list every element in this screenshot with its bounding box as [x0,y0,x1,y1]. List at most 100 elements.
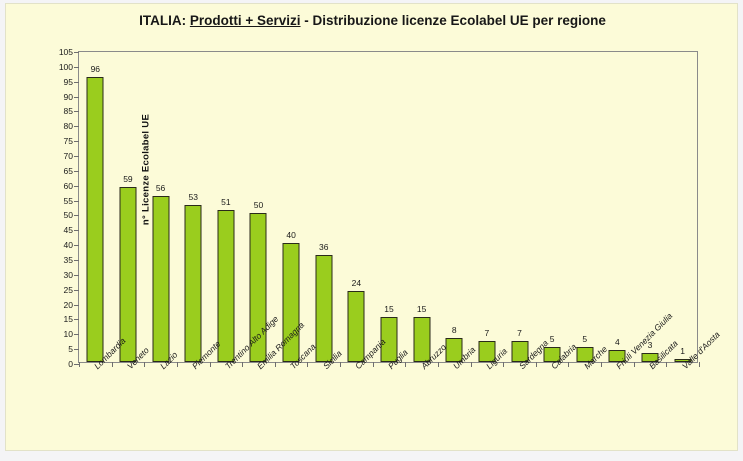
y-axis-tick-mark [74,126,79,128]
y-axis-tick-mark [74,200,79,202]
bar-group: 15 [405,52,438,367]
x-axis-tick-mark [340,362,342,367]
bar[interactable] [674,359,692,362]
bar[interactable] [543,347,561,362]
y-axis-tick-mark [74,170,79,172]
bar-value-label: 36 [318,242,329,253]
bar-value-label: 15 [384,304,394,315]
bar[interactable] [152,195,170,362]
bar[interactable] [478,341,496,362]
bar-group: 24 [340,52,373,367]
bar[interactable] [119,186,137,362]
y-axis-tick-mark [74,52,79,53]
chart-panel: ITALIA: Prodotti + Servizi - Distribuzio… [5,3,738,451]
bar-value-label: 4 [615,337,620,348]
x-axis-labels: Lombardia Veneto Lazio Piemonte Trentino Alt… [78,311,721,454]
y-axis-tick-mark [74,349,79,351]
bar[interactable] [184,204,202,362]
x-axis-tick-mark [79,362,80,367]
bar-value-label: 24 [351,277,362,288]
y-axis-tick-mark [74,260,79,261]
bar-group: 53 [176,52,210,367]
bar[interactable] [86,76,104,362]
chart-title-suffix: - Distribuzione licenze Ecolabel UE per … [300,13,606,28]
bar[interactable] [445,338,463,362]
y-axis-tick-mark [74,289,79,291]
bar-group: 8 [437,52,471,367]
chart-title: ITALIA: Prodotti + Servizi - Distribuzio… [6,13,739,28]
bar[interactable] [380,317,398,362]
y-axis-tick-mark [74,334,79,336]
bar-group: 7 [503,52,536,367]
bar-group: 15 [372,52,406,367]
bars-layer: 96 59 56 53 51 50 40 36 24 15 15 8 7 7 5 5 4 3 1 [79,52,700,367]
x-axis-tick-mark [242,362,244,367]
bar-value-label: 8 [451,325,457,336]
bar-group: 1 [666,52,699,367]
bar-group: 56 [144,52,177,367]
x-axis-tick-mark [503,362,505,367]
x-axis-tick-mark [633,362,635,367]
bar-value-label: 1 [680,346,686,356]
bar-group: 36 [307,52,340,367]
bar[interactable] [608,350,626,362]
bar[interactable] [641,353,659,362]
y-axis-tick-mark [74,274,79,276]
bar-value-label: 5 [582,334,588,345]
bar-value-label: 3 [647,340,653,351]
y-axis-tick-mark [74,111,79,113]
x-axis-tick-mark [307,362,309,367]
bar-group: 5 [568,52,601,367]
bar-value-label: 15 [416,304,427,315]
y-axis-tick-mark [74,81,79,83]
bar-group: 59 [111,52,145,367]
bar-value-label: 40 [286,230,296,241]
x-axis-tick-mark [535,362,537,367]
y-axis-tick-mark [74,156,79,157]
x-axis-tick-mark [666,362,668,367]
x-axis-tick-mark [176,362,178,367]
bar[interactable] [217,210,235,362]
bar[interactable] [249,213,267,362]
chart-title-prefix: ITALIA: [139,13,190,28]
bar-group: 40 [274,52,308,367]
y-axis-tick-mark [74,185,79,187]
bar[interactable] [282,243,300,362]
bar-value-label: 56 [155,182,166,193]
y-axis-tick-mark [74,364,79,365]
bar-value-label: 51 [221,197,231,208]
y-axis-tick-mark [74,66,79,68]
x-axis-tick-mark [437,362,439,367]
bar-group: 7 [470,52,504,367]
y-axis-tick-mark [74,141,79,143]
bar-value-label: 59 [123,173,133,184]
chart-title-emphasis: Prodotti + Servizi [189,13,301,28]
x-axis-tick-mark [274,362,276,367]
bar[interactable] [413,317,431,362]
x-axis-tick-mark [699,362,700,367]
x-axis-tick-mark [470,362,472,367]
bar-value-label: 7 [484,328,490,339]
x-axis-tick-mark [568,362,570,367]
y-axis-tick-mark [74,230,79,232]
x-axis-tick-mark [601,362,603,367]
bar-value-label: 96 [90,63,101,74]
bar-value-label: 50 [253,200,264,211]
y-axis-tick-mark [74,96,79,98]
bar-group: 3 [633,52,667,367]
bar[interactable] [511,341,529,362]
x-axis-tick-mark [144,362,146,367]
bar-value-label: 53 [188,191,198,202]
x-axis-tick-mark [111,362,113,367]
y-axis-tick-mark [74,245,79,247]
plot-area: n° Licenze Ecolabel UE 0 5 10 15 20 25 30 35 40 4… [59,48,700,368]
bar-group: 96 [79,52,112,367]
bar[interactable] [315,255,333,362]
bar[interactable] [347,290,365,362]
y-axis-tick-mark [74,319,79,321]
bar-group: 50 [242,52,275,367]
bar[interactable] [576,347,594,362]
x-axis-tick-mark [372,362,374,367]
bar-group: 4 [601,52,634,367]
x-axis-tick-mark [405,362,407,367]
